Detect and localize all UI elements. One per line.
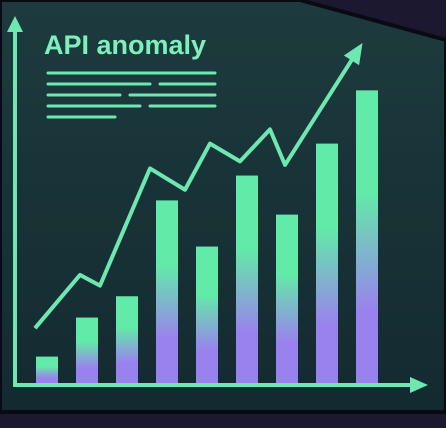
bar [196,247,218,385]
bar [116,296,138,385]
bar [316,144,338,385]
bar [36,357,58,385]
screen [0,0,446,412]
bar [356,90,378,385]
illustration: API anomaly [0,0,446,428]
bar [76,318,98,385]
chart-title: API anomaly [44,30,206,60]
bar [276,215,298,385]
bar [156,200,178,385]
bar [236,176,258,385]
